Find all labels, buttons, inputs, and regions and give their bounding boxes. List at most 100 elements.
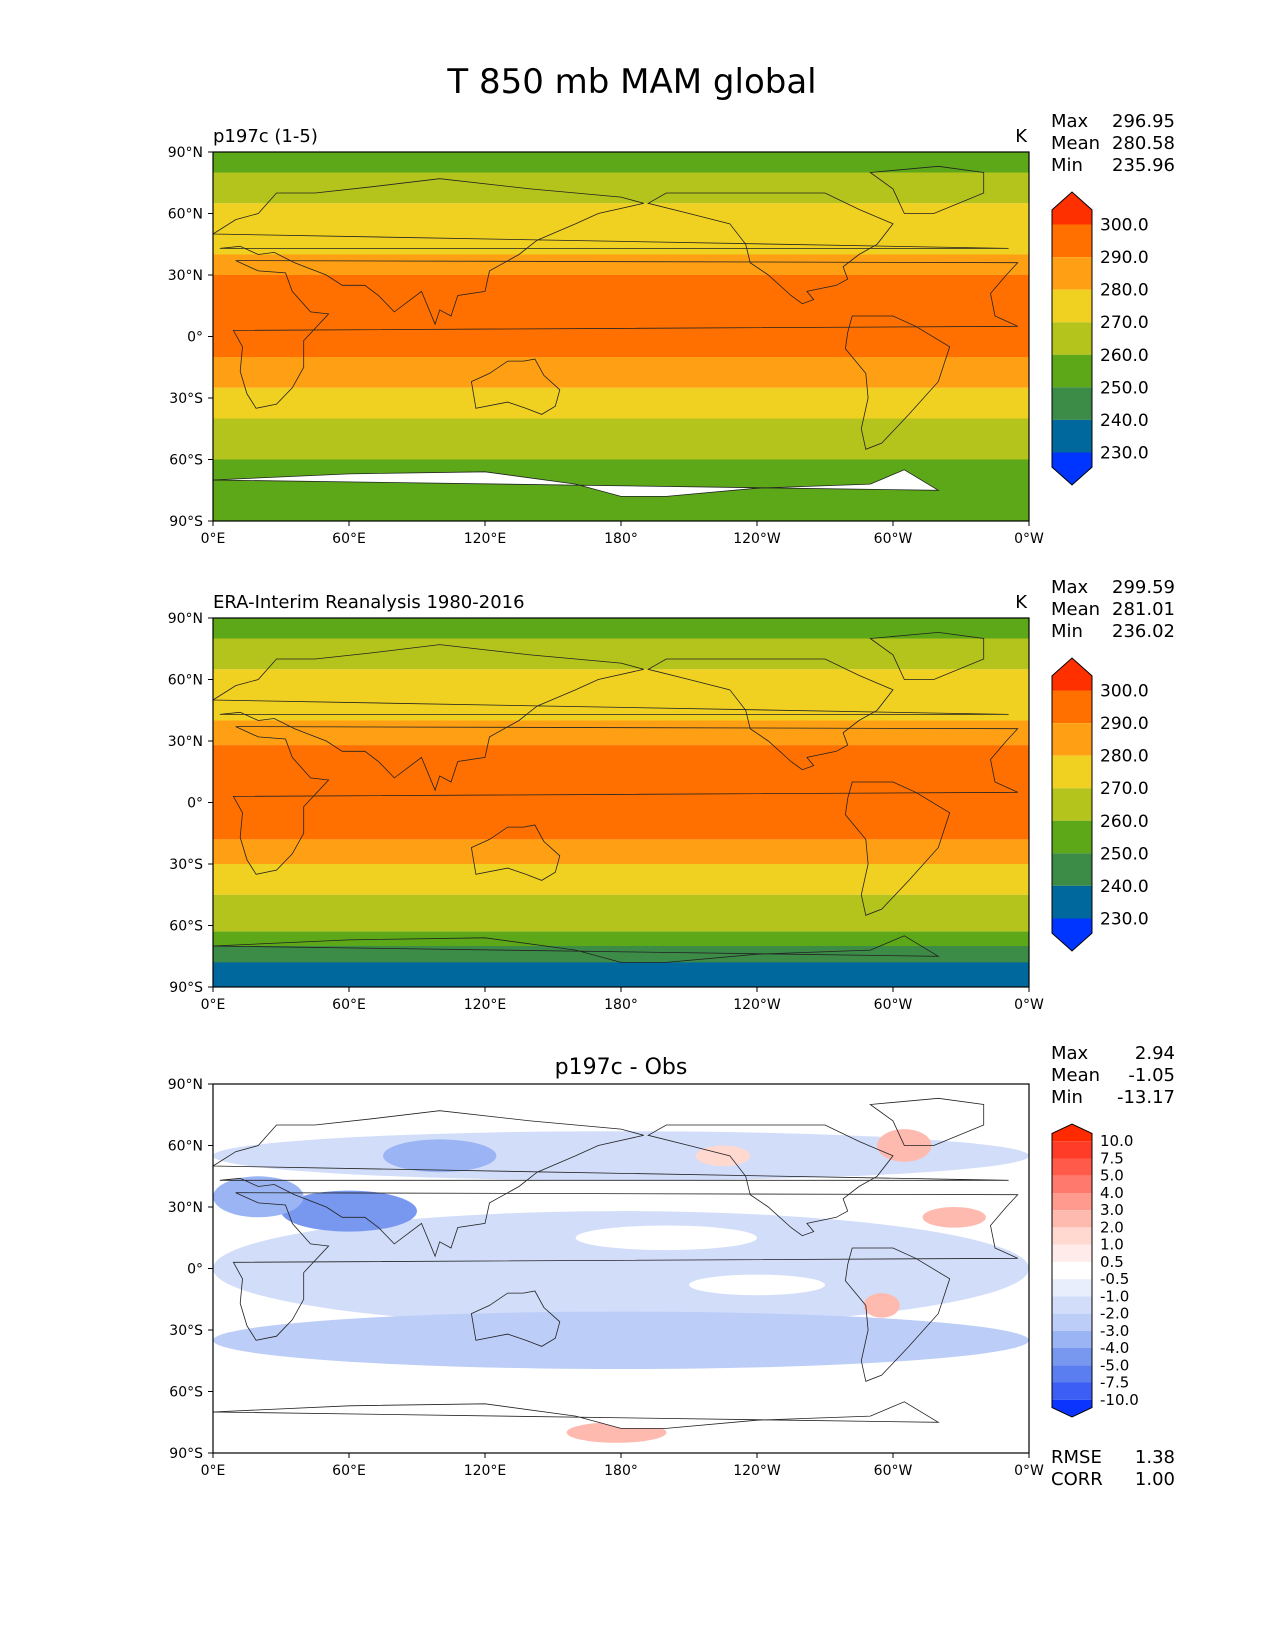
units-label: K (1015, 592, 1028, 613)
x-tick-label: 0°W (1014, 1463, 1044, 1479)
y-tick-label: 60°S (169, 1385, 203, 1401)
panel-title: ERA-Interim Reanalysis 1980-2016 (213, 592, 525, 613)
field-band (213, 418, 1029, 460)
colorbar-tick-label: 230.0 (1100, 443, 1149, 463)
stat-label: Max (1051, 577, 1089, 598)
y-tick-label: 60°S (169, 453, 203, 469)
stat-value: 296.95 (1112, 111, 1175, 132)
coastline-australia (470, 358, 561, 415)
y-tick-label: 90°S (169, 1446, 203, 1462)
x-tick-label: 120°E (464, 531, 507, 547)
field-band (213, 387, 1029, 419)
colorbar-swatch (1052, 918, 1092, 951)
colorbar-swatch (1052, 224, 1092, 258)
colorbar-tick-label: 270.0 (1100, 779, 1149, 799)
field-band (213, 839, 1029, 864)
colorbar-swatch (1052, 1244, 1092, 1262)
x-tick-label: 120°E (464, 1463, 507, 1479)
colorbar-tick-label: 1.0 (1100, 1236, 1124, 1254)
colorbar-tick-label: 0.5 (1100, 1253, 1124, 1271)
coastline-greenland (869, 165, 985, 214)
colorbar-tick-label: 5.0 (1100, 1167, 1124, 1185)
colorbar-tick-label: 290.0 (1100, 714, 1149, 734)
x-tick-label: 120°W (733, 531, 781, 547)
field-anomaly (213, 1311, 1029, 1370)
y-tick-label: 60°N (168, 207, 203, 223)
stat-label: RMSE (1051, 1447, 1102, 1468)
colorbar-tick-label: 290.0 (1100, 248, 1149, 268)
x-tick-label: 0°W (1014, 531, 1044, 547)
coastline-africa (232, 726, 1019, 875)
colorbar-tick-label: -7.5 (1100, 1374, 1129, 1392)
colorbar-tick-label: 2.0 (1100, 1218, 1124, 1236)
colorbar-tick-label: 300.0 (1100, 682, 1149, 702)
x-tick-label: 120°E (464, 997, 507, 1013)
field-band (213, 172, 1029, 204)
colorbar-swatch (1052, 1210, 1092, 1228)
colorbar-swatch (1052, 1382, 1092, 1400)
colorbar-tick-label: 240.0 (1100, 411, 1149, 431)
colorbar-swatch (1052, 1192, 1092, 1211)
stat-value: 235.96 (1112, 155, 1175, 176)
stat-value: 280.58 (1112, 133, 1175, 154)
stat-label: Min (1051, 1087, 1083, 1108)
x-tick-label: 0°W (1014, 997, 1044, 1013)
coastline-southAmerica (844, 781, 951, 916)
colorbar-swatch (1052, 1348, 1092, 1366)
colorbar-swatch (1052, 853, 1092, 886)
y-tick-label: 30°N (168, 268, 203, 284)
colorbar-swatch (1052, 788, 1092, 821)
coastline-northAmerica (647, 192, 894, 305)
coastlines (213, 1097, 1019, 1453)
stat-value: 2.94 (1135, 1043, 1175, 1064)
y-tick-label: 0° (187, 330, 203, 346)
field-band (213, 275, 1029, 357)
stat-value: 1.00 (1135, 1469, 1175, 1490)
colorbar-tick-label: -5.0 (1100, 1356, 1129, 1374)
stat-label: Mean (1051, 599, 1100, 620)
field-anomaly (575, 1225, 757, 1251)
coastline-australia (470, 1290, 561, 1347)
y-tick-label: 90°N (168, 611, 203, 627)
coastline-antarctica (213, 935, 940, 987)
y-tick-label: 30°N (168, 1200, 203, 1216)
y-tick-label: 90°N (168, 145, 203, 161)
stat-label: Max (1051, 111, 1089, 132)
x-tick-label: 120°W (733, 1463, 781, 1479)
colorbar-tick-label: 230.0 (1100, 909, 1149, 929)
colorbar-swatch (1052, 1279, 1092, 1297)
x-tick-label: 0°E (201, 997, 226, 1013)
colorbar-tick-label: 240.0 (1100, 877, 1149, 897)
colorbar-swatch (1052, 658, 1092, 691)
field-anomaly (695, 1145, 751, 1167)
coastline-australia (470, 824, 561, 881)
coastlines (213, 631, 1019, 987)
colorbar-swatch (1052, 1175, 1092, 1193)
x-tick-label: 120°W (733, 997, 781, 1013)
colorbar-tick-label: -10.0 (1100, 1391, 1139, 1409)
colorbar-swatch (1052, 322, 1092, 355)
stat-value: 281.01 (1112, 599, 1175, 620)
y-tick-label: 90°S (169, 980, 203, 996)
colorbar-tick-label: 300.0 (1100, 216, 1149, 236)
field-band (213, 931, 1029, 946)
field-anomaly (281, 1190, 417, 1232)
colorbar-swatch (1052, 1158, 1092, 1176)
stat-label: CORR (1051, 1469, 1103, 1490)
field-band (213, 357, 1029, 388)
colorbar-tick-label: 280.0 (1100, 747, 1149, 767)
colorbar-tick-label: 250.0 (1100, 844, 1149, 864)
colorbar-swatch (1052, 387, 1092, 420)
colorbar-swatch (1052, 1227, 1092, 1245)
field-anomaly (689, 1274, 825, 1296)
field-band (213, 720, 1029, 746)
colorbar-swatch (1052, 755, 1092, 789)
colorbar-swatch (1052, 1261, 1092, 1280)
colorbar-tick-label: 260.0 (1100, 812, 1149, 832)
y-tick-label: 30°S (169, 391, 203, 407)
map-panel-reference: ERA-Interim Reanalysis 1980-2016 K 0°E 60°E… (168, 577, 1175, 1013)
stat-label: Mean (1051, 1065, 1100, 1086)
field-band (213, 894, 1029, 932)
map-field (213, 1084, 1029, 1453)
field-band (213, 152, 1029, 173)
